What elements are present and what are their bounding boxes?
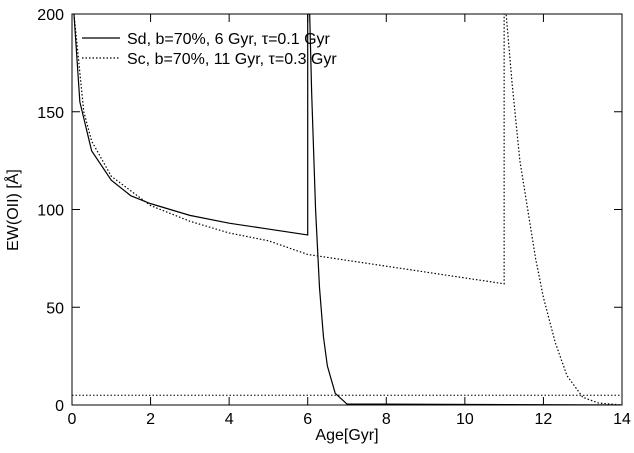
y-axis-label: EW(OII) [Å] [3, 169, 22, 251]
y-tick-label: 0 [55, 398, 64, 415]
y-tick-label: 200 [37, 7, 64, 24]
x-tick-label: 4 [225, 411, 234, 428]
x-tick-label: 6 [303, 411, 312, 428]
x-tick-label: 10 [456, 411, 474, 428]
x-axis-label: Age[Gyr] [315, 427, 378, 444]
x-tick-label: 2 [146, 411, 155, 428]
legend-label: Sd, b=70%, 6 Gyr, τ=0.1 Gyr [127, 31, 331, 48]
x-tick-label: 12 [535, 411, 553, 428]
y-tick-label: 150 [37, 105, 64, 122]
y-tick-label: 50 [46, 300, 64, 317]
x-tick-label: 14 [613, 411, 631, 428]
series-line [73, 14, 622, 405]
x-tick-label: 8 [382, 411, 391, 428]
x-tick-label: 0 [68, 411, 77, 428]
legend-label: Sc, b=70%, 11 Gyr, τ=0.3 Gyr [127, 51, 337, 68]
y-tick-label: 100 [37, 203, 64, 220]
plot-frame [71, 13, 623, 406]
plot-area [72, 14, 622, 405]
series-line [73, 14, 622, 405]
